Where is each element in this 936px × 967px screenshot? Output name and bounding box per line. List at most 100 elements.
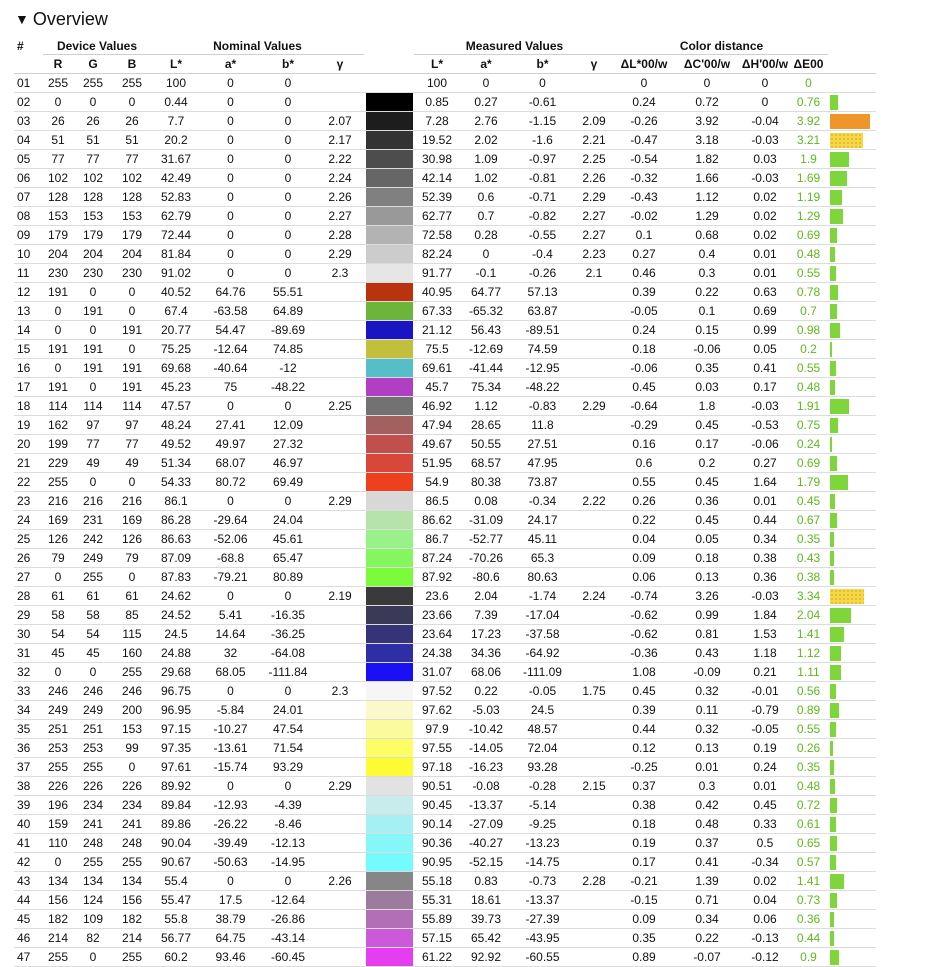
delta-e-bar — [828, 377, 876, 397]
measured-l-cell: 19.52 — [414, 130, 460, 150]
delta-h-cell: 0.01 — [741, 491, 789, 511]
color-swatch — [364, 700, 414, 720]
delta-e-bar — [828, 263, 876, 283]
table-row: 15 191 191 0 75.25 -12.64 74.85 75.5 -12.69 74.59… — [14, 339, 876, 359]
delta-c-cell: 0.45 — [673, 472, 741, 492]
measured-b-cell: -48.22 — [512, 377, 573, 397]
delta-e-bar — [828, 358, 876, 378]
delta-e-bar — [828, 472, 876, 492]
color-swatch — [364, 548, 414, 568]
measured-gamma-cell — [573, 510, 615, 530]
device-b-cell: 114 — [113, 396, 151, 416]
delta-c-cell: 0.22 — [673, 928, 741, 948]
delta-e-bar — [828, 396, 876, 416]
nominal-gamma-cell: 2.28 — [316, 225, 364, 245]
measured-a-cell: 1.12 — [460, 396, 512, 416]
device-r-cell: 204 — [43, 244, 73, 264]
nominal-l-cell: 60.2 — [151, 947, 201, 967]
device-r-cell: 156 — [43, 890, 73, 910]
nominal-b-cell: 47.54 — [260, 719, 316, 739]
delta-e-cell: 0.65 — [789, 833, 828, 853]
table-row: 43 134 134 134 55.4 0 0 2.26 55.18 0.83 -0.73 2.28-… — [14, 871, 876, 891]
measured-a-cell: -0.1 — [460, 263, 512, 283]
col-delta-e-header: ΔE00 — [789, 54, 828, 74]
color-swatch — [364, 947, 414, 967]
nominal-gamma-cell — [316, 833, 364, 853]
row-index-cell: 45 — [14, 909, 43, 929]
delta-c-cell: 0.71 — [673, 890, 741, 910]
delta-h-cell: -0.05 — [741, 719, 789, 739]
nominal-a-cell: 0 — [201, 187, 260, 207]
nominal-a-cell: 64.76 — [201, 282, 260, 302]
col-delta-l-header: ΔL*00/w — [615, 54, 673, 74]
measured-l-cell: 61.22 — [414, 947, 460, 967]
delta-h-cell: 1.53 — [741, 624, 789, 644]
measured-b-cell: -12.95 — [512, 358, 573, 378]
device-g-cell: 58 — [73, 605, 113, 625]
delta-e-bar — [828, 890, 876, 910]
device-b-cell: 79 — [113, 548, 151, 568]
device-b-cell: 241 — [113, 814, 151, 834]
device-g-cell: 249 — [73, 548, 113, 568]
nominal-l-cell: 96.75 — [151, 681, 201, 701]
table-row: 32 0 0 255 29.68 68.05 -111.84 31.07 68.06 -111.0… — [14, 662, 876, 682]
nominal-b-cell: 0 — [260, 586, 316, 606]
delta-c-cell: 1.8 — [673, 396, 741, 416]
measured-gamma-cell — [573, 909, 615, 929]
nominal-b-cell: 69.49 — [260, 472, 316, 492]
color-swatch — [364, 111, 414, 131]
nominal-a-cell: 80.72 — [201, 472, 260, 492]
device-r-cell: 0 — [43, 852, 73, 872]
nominal-b-cell: 45.61 — [260, 529, 316, 549]
color-swatch — [364, 187, 414, 207]
nominal-b-cell: 24.04 — [260, 510, 316, 530]
device-b-cell: 77 — [113, 434, 151, 454]
device-r-cell: 0 — [43, 358, 73, 378]
nominal-a-cell: 32 — [201, 643, 260, 663]
nominal-l-cell: 86.28 — [151, 510, 201, 530]
measured-l-cell: 97.18 — [414, 757, 460, 777]
measured-a-cell: -31.09 — [460, 510, 512, 530]
delta-e-cell: 0.89 — [789, 700, 828, 720]
device-g-cell: 242 — [73, 529, 113, 549]
nominal-a-cell: 93.46 — [201, 947, 260, 967]
nominal-a-cell: 0 — [201, 776, 260, 796]
measured-gamma-cell: 1.75 — [573, 681, 615, 701]
color-swatch — [364, 529, 414, 549]
overview-section-toggle[interactable]: ▼ Overview — [15, 7, 108, 31]
device-b-cell: 191 — [113, 377, 151, 397]
delta-c-cell: 0.3 — [673, 776, 741, 796]
measured-gamma-cell: 2.25 — [573, 149, 615, 169]
nominal-a-cell: -39.49 — [201, 833, 260, 853]
nominal-a-cell: -5.84 — [201, 700, 260, 720]
nominal-l-cell: 55.47 — [151, 890, 201, 910]
table-row: 41 110 248 248 90.04 -39.49 -12.13 90.36 -40.27-… — [14, 833, 876, 853]
delta-e-cell: 0.2 — [789, 339, 828, 359]
nominal-l-cell: 24.5 — [151, 624, 201, 644]
col-b-header: B — [113, 54, 151, 74]
delta-h-cell: 0.03 — [741, 149, 789, 169]
nominal-l-cell: 52.83 — [151, 187, 201, 207]
measured-gamma-cell — [573, 643, 615, 663]
nominal-b-cell: -60.45 — [260, 947, 316, 967]
nominal-a-cell: 0 — [201, 396, 260, 416]
measured-gamma-cell — [573, 529, 615, 549]
device-r-cell: 114 — [43, 396, 73, 416]
measured-l-cell: 86.62 — [414, 510, 460, 530]
nominal-gamma-cell — [316, 605, 364, 625]
device-g-cell: 97 — [73, 415, 113, 435]
device-r-cell: 61 — [43, 586, 73, 606]
nominal-l-cell: 56.77 — [151, 928, 201, 948]
delta-l-cell: -0.43 — [615, 187, 673, 207]
measured-b-cell: -64.92 — [512, 643, 573, 663]
delta-c-cell: 0.03 — [673, 377, 741, 397]
delta-c-cell: 0.35 — [673, 358, 741, 378]
delta-e-cell: 1.29 — [789, 206, 828, 226]
delta-e-bar — [828, 529, 876, 549]
measured-a-cell: -14.05 — [460, 738, 512, 758]
delta-e-cell: 0.61 — [789, 814, 828, 834]
nominal-gamma-cell — [316, 548, 364, 568]
nominal-b-cell: -12.64 — [260, 890, 316, 910]
row-index-cell: 13 — [14, 301, 43, 321]
delta-e-cell: 0.43 — [789, 548, 828, 568]
